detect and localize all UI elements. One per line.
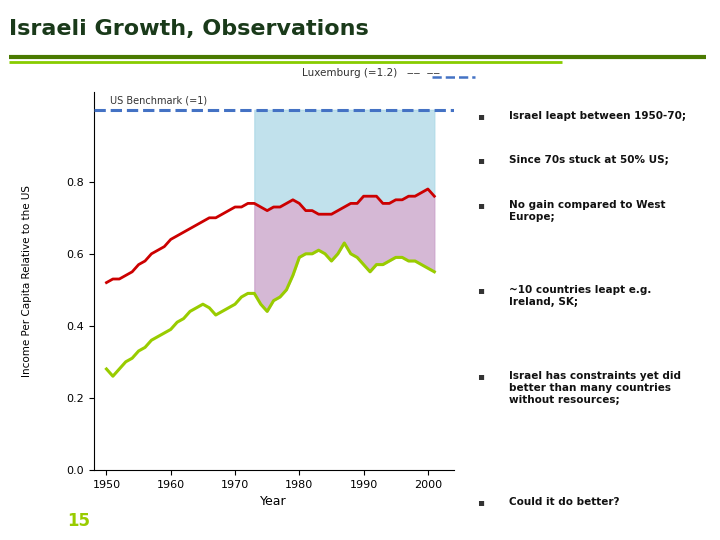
Text: Israel leapt between 1950-70;: Israel leapt between 1950-70; (509, 111, 686, 120)
Text: US Benchmark (=1): US Benchmark (=1) (109, 96, 207, 105)
Text: ~10 countries leapt e.g.
Ireland, SK;: ~10 countries leapt e.g. Ireland, SK; (509, 285, 652, 307)
Text: ▪: ▪ (477, 200, 484, 210)
Text: ISRAEL: ISRAEL (9, 511, 75, 530)
Text: ▪: ▪ (477, 111, 484, 120)
Text: No gain compared to West
Europe;: No gain compared to West Europe; (509, 200, 665, 222)
Text: Since 70s stuck at 50% US;: Since 70s stuck at 50% US; (509, 155, 669, 165)
Text: Luxemburg (=1.2)   ‒‒  ‒‒: Luxemburg (=1.2) ‒‒ ‒‒ (302, 68, 441, 78)
Text: Israeli Growth, Observations: Israeli Growth, Observations (9, 19, 369, 39)
Text: ▪: ▪ (477, 497, 484, 507)
Text: ▪: ▪ (477, 155, 484, 165)
Y-axis label: Income Per Capita Relative to the US: Income Per Capita Relative to the US (22, 185, 32, 377)
Text: Could it do better?: Could it do better? (509, 497, 620, 507)
Text: Israel has constraints yet did
better than many countries
without resources;: Israel has constraints yet did better th… (509, 371, 681, 405)
Text: Prof. Ricardo Hausmann: Prof. Ricardo Hausmann (112, 514, 253, 527)
Text: ▪: ▪ (477, 285, 484, 295)
Text: 15: 15 (67, 511, 90, 530)
Text: ▪: ▪ (477, 371, 484, 381)
X-axis label: Year: Year (261, 495, 287, 508)
Text: -5-: -5- (683, 514, 702, 528)
